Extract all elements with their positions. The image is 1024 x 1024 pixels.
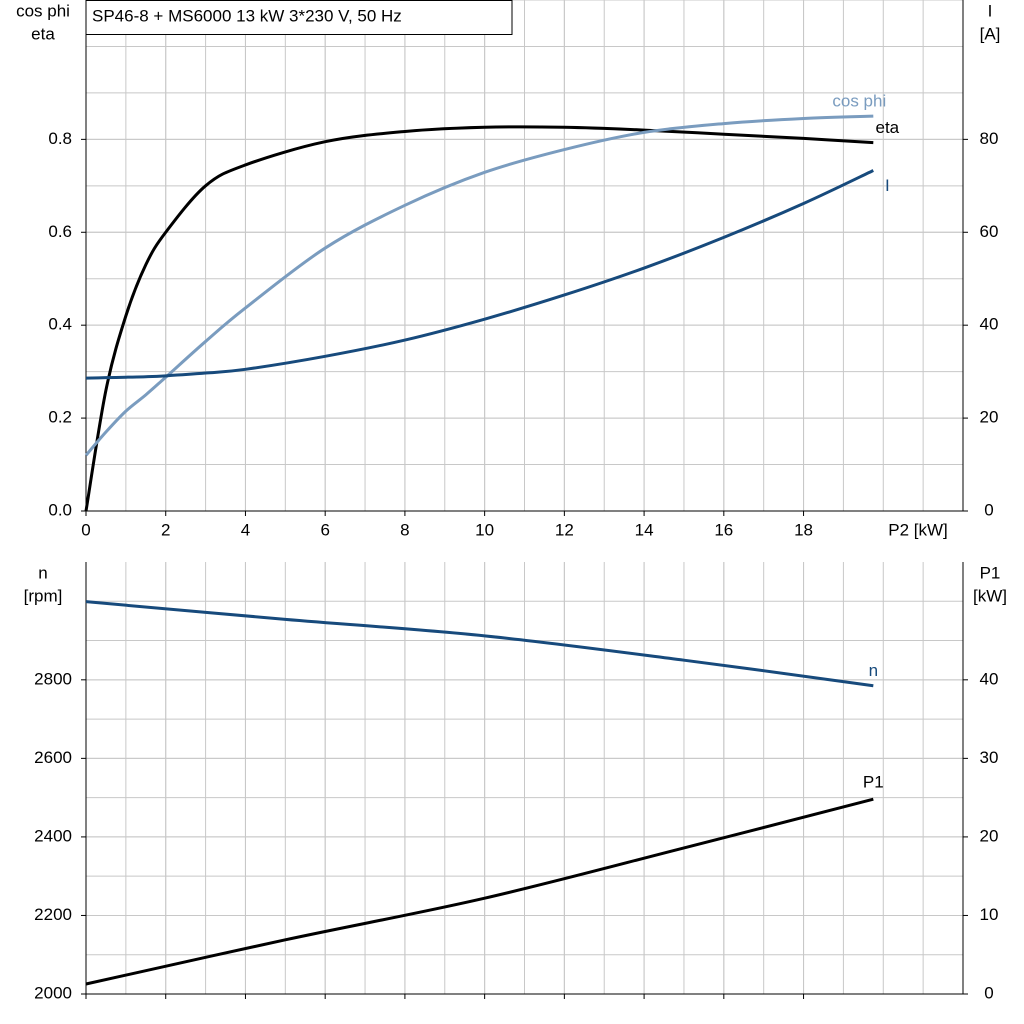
series-line [84,125,874,512]
series-label: I [885,176,890,195]
x-tick-label: 8 [400,520,409,539]
y2-tick-label: 10 [980,905,999,924]
y-tick-label: 0.0 [48,500,72,519]
x-tick-label: 4 [241,520,250,539]
y2-axis-label: I [988,1,993,20]
y2-axis-label: [kW] [973,586,1007,605]
y-axis-label: n [38,563,47,582]
y2-tick-label: 20 [980,408,999,427]
x-tick-label: 10 [475,520,494,539]
y2-tick-label: 60 [980,222,999,241]
x-tick-label: 0 [81,520,90,539]
y2-tick-label: 0 [984,500,993,519]
series-label: P1 [863,773,884,792]
series-label: cos phi [832,92,886,111]
y2-axis-label: [A] [980,24,1001,43]
x-tick-label: 18 [794,520,813,539]
y-tick-label: 0.2 [48,408,72,427]
x-tick-label: 2 [161,520,170,539]
y-tick-label: 2000 [34,983,72,1002]
chart-title: SP46-8 + MS6000 13 kW 3*230 V, 50 Hz [92,6,402,25]
y-tick-label: 2200 [34,905,72,924]
y2-tick-label: 0 [984,983,993,1002]
series-label: eta [875,118,899,137]
y2-tick-label: 40 [980,669,999,688]
title-box [85,0,513,35]
y-tick-label: 0.6 [48,222,72,241]
x-axis-label: P2 [kW] [888,520,948,539]
x-tick-label: 12 [555,520,574,539]
series-label: n [869,661,878,680]
y-tick-label: 0.8 [48,129,72,148]
y-axis-label: cos phi [16,1,70,20]
series-line [85,600,874,688]
series-line [85,169,874,380]
y-tick-label: 2800 [34,669,72,688]
y2-axis-label: P1 [980,563,1001,582]
y-axis-label: [rpm] [24,586,63,605]
x-tick-label: 6 [320,520,329,539]
y-tick-label: 0.4 [48,315,72,334]
y2-tick-label: 20 [980,826,999,845]
x-tick-label: 14 [635,520,654,539]
series-line [85,797,874,986]
series-line [84,114,874,457]
y-axis-label: eta [31,24,55,43]
y2-tick-label: 80 [980,129,999,148]
y-tick-label: 2600 [34,748,72,767]
x-tick-label: 16 [714,520,733,539]
y2-tick-label: 30 [980,748,999,767]
y2-tick-label: 40 [980,315,999,334]
y-tick-label: 2400 [34,826,72,845]
